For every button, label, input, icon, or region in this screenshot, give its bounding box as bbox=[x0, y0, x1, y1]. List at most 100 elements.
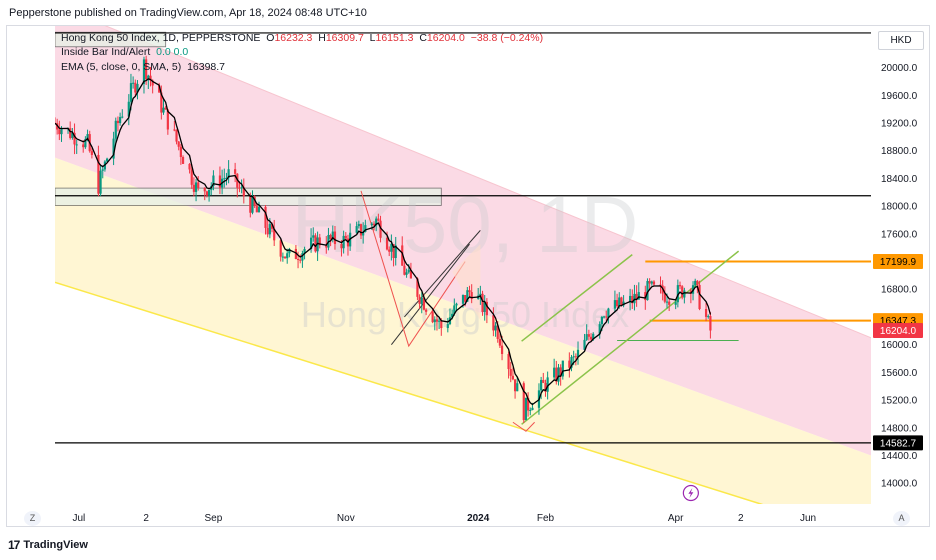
legend-open-value: 16232.3 bbox=[274, 32, 313, 44]
candle-body bbox=[357, 224, 360, 227]
candle-body bbox=[704, 309, 708, 317]
candle-body bbox=[620, 297, 623, 306]
candle-body bbox=[464, 295, 467, 302]
x-tick-label: Apr bbox=[668, 513, 684, 524]
candle-body bbox=[279, 240, 282, 257]
candle-body bbox=[631, 295, 634, 304]
candle-body bbox=[576, 349, 580, 358]
candle-body bbox=[418, 296, 421, 304]
candle-body bbox=[58, 129, 61, 135]
candle-body bbox=[663, 293, 666, 302]
y-tick-label: 19200.0 bbox=[881, 118, 918, 129]
candle-body bbox=[451, 313, 454, 318]
legend-change: −38.8 (−0.24%) bbox=[470, 32, 544, 44]
candle-body bbox=[446, 324, 449, 329]
candle-body bbox=[622, 301, 625, 306]
candle-body bbox=[500, 345, 504, 354]
candle-body bbox=[203, 187, 206, 192]
candle-body bbox=[340, 244, 343, 249]
flag-line-b bbox=[404, 230, 481, 318]
candle-body bbox=[314, 235, 317, 252]
candle-body bbox=[403, 265, 406, 275]
lightning-glyph bbox=[688, 488, 694, 498]
candle-body bbox=[86, 134, 89, 139]
channel-bottom-line bbox=[55, 281, 764, 504]
indicator-inside-bar-values: 0.0 0.0 bbox=[156, 46, 189, 58]
candle-body bbox=[665, 301, 669, 303]
candle-body bbox=[286, 253, 289, 259]
candle-body bbox=[116, 120, 120, 124]
candle-body bbox=[242, 187, 245, 197]
candle-body bbox=[99, 170, 102, 194]
candle-body bbox=[696, 280, 699, 285]
candle-body bbox=[160, 92, 163, 113]
candle-body bbox=[97, 154, 100, 194]
candle-body bbox=[312, 235, 315, 238]
candle-body bbox=[709, 316, 712, 331]
y-tick-label: 18800.0 bbox=[881, 146, 918, 157]
candle-body bbox=[592, 333, 595, 340]
x-tick-label: Jun bbox=[800, 513, 816, 524]
candle-body bbox=[420, 297, 423, 304]
candle-body bbox=[650, 281, 653, 284]
zoom-button[interactable]: Z bbox=[24, 511, 41, 526]
ema-line bbox=[55, 78, 712, 406]
candle-body bbox=[522, 383, 525, 421]
candle-body bbox=[134, 82, 137, 93]
price-label-3: 16347.3 bbox=[880, 316, 917, 327]
candle-body bbox=[529, 409, 532, 411]
candle-body bbox=[364, 225, 367, 232]
candle-body bbox=[629, 295, 632, 302]
auto-scale-button[interactable]: A bbox=[893, 511, 910, 526]
watermark-symbol: HK50, 1D bbox=[292, 180, 639, 269]
legend-indicator-inside-bar[interactable]: Inside Bar Ind/Alert 0.0 0.0 bbox=[61, 46, 188, 58]
candle-body bbox=[166, 109, 169, 130]
candle-body bbox=[605, 316, 608, 318]
candle-body bbox=[542, 379, 545, 383]
candle-body bbox=[652, 281, 656, 285]
candle-body bbox=[359, 224, 363, 236]
currency-selector[interactable]: HKD bbox=[878, 31, 924, 50]
candle-body bbox=[440, 320, 443, 329]
candle-body bbox=[136, 83, 139, 93]
candle-body bbox=[637, 292, 640, 300]
candle-body bbox=[190, 169, 193, 185]
candle-body bbox=[240, 187, 243, 189]
candle-body bbox=[648, 280, 651, 284]
candle-body bbox=[375, 218, 378, 226]
x-tick-label: 2 bbox=[738, 513, 744, 524]
candle-body bbox=[385, 237, 389, 250]
legend-indicator-ema[interactable]: EMA (5, close, 0, SMA, 5) 16398.7 bbox=[61, 61, 225, 73]
legend-highlight-box bbox=[55, 31, 167, 48]
candle-body bbox=[668, 301, 671, 305]
candle-body bbox=[572, 356, 575, 358]
candle-body bbox=[179, 146, 182, 158]
candle-body bbox=[544, 382, 547, 392]
y-tick-label: 15200.0 bbox=[881, 396, 918, 407]
candle-body bbox=[227, 169, 230, 178]
candle-body bbox=[151, 80, 154, 86]
candle-body bbox=[485, 301, 488, 316]
candle-body bbox=[587, 334, 590, 337]
candle-body bbox=[344, 235, 347, 239]
publisher-header: Pepperstone published on TradingView.com… bbox=[9, 7, 367, 19]
candle-body bbox=[416, 278, 419, 297]
candle-body bbox=[438, 320, 441, 322]
candle-body bbox=[101, 169, 104, 171]
candle-body bbox=[524, 397, 528, 421]
chart-pane[interactable] bbox=[6, 25, 930, 527]
candle-body bbox=[197, 182, 200, 188]
indicator-inside-bar-name: Inside Bar Ind/Alert bbox=[61, 46, 151, 58]
flag-fill bbox=[452, 244, 481, 321]
candle-body bbox=[372, 223, 376, 226]
candle-body bbox=[635, 293, 638, 300]
candle-body bbox=[466, 290, 469, 302]
candle-body bbox=[600, 316, 603, 325]
candle-body bbox=[678, 285, 682, 287]
candle-body bbox=[646, 280, 649, 301]
candle-body bbox=[618, 297, 621, 307]
candle-body bbox=[266, 227, 269, 235]
candle-body bbox=[694, 280, 697, 286]
